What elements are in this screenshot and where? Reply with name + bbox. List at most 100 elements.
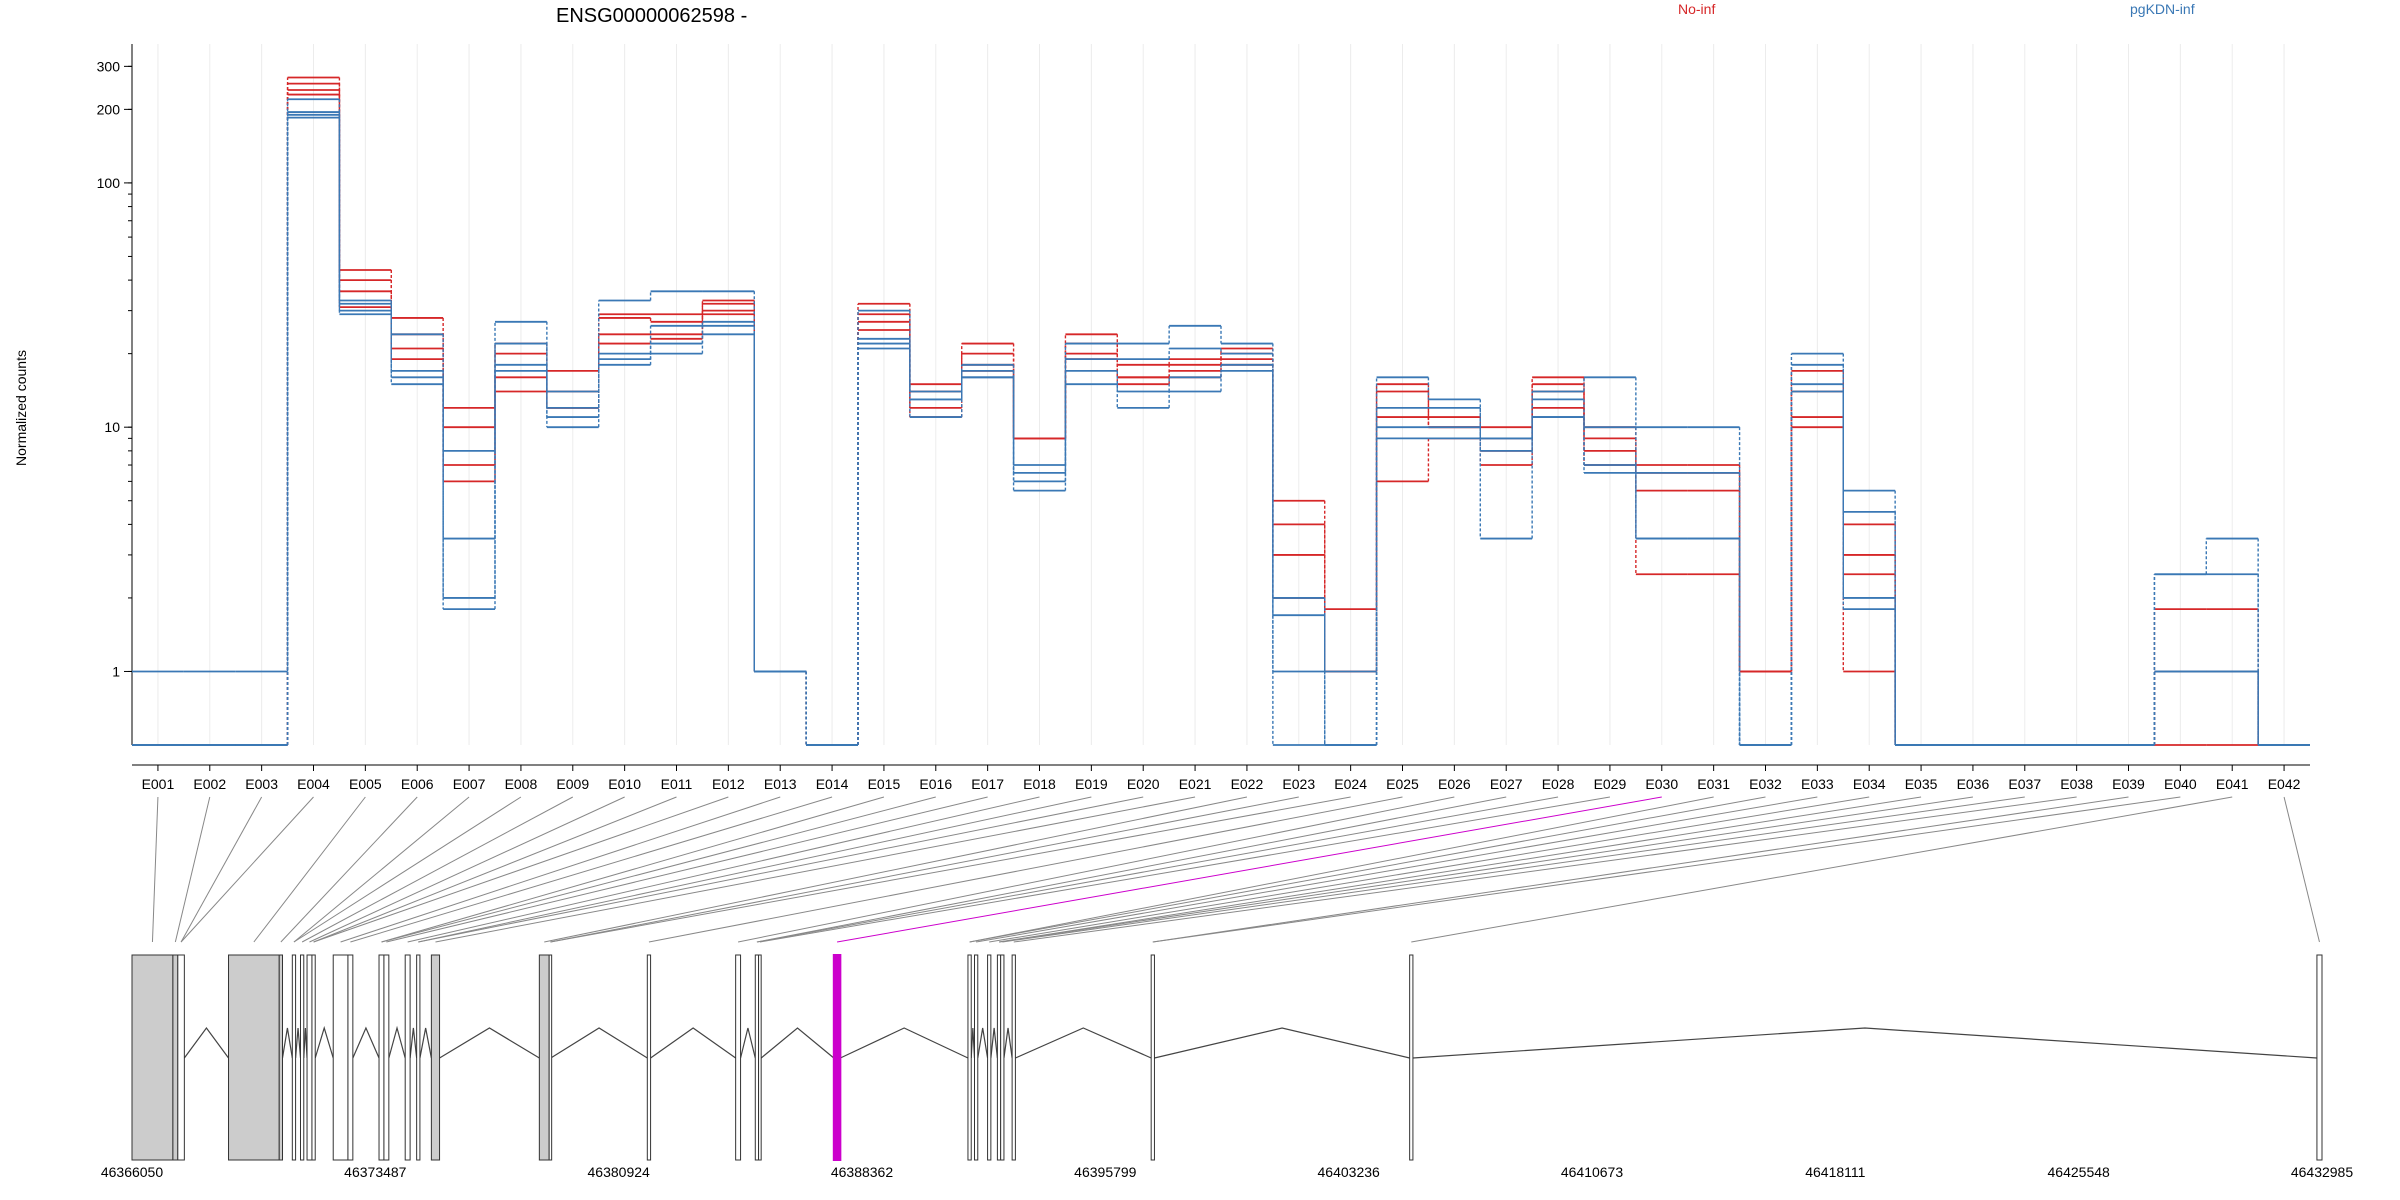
x-tick-label-E039: E039: [2112, 776, 2145, 792]
x-tick-label-E023: E023: [1282, 776, 1315, 792]
exon-box-E002: [172, 954, 179, 1161]
coord-label: 46425548: [2048, 1164, 2111, 1180]
intron-line: [314, 1025, 334, 1059]
x-tick-label-E036: E036: [1957, 776, 1990, 792]
legend-label-no-inf: No-inf: [1678, 1, 1715, 17]
intron-line: [409, 1027, 418, 1059]
connector-E021: [435, 796, 1196, 943]
connector-E001: [151, 796, 159, 943]
intron-line: [281, 1027, 293, 1059]
exon-box-E026: [987, 954, 992, 1161]
connector-E028: [756, 796, 1559, 943]
series-line-8: [132, 116, 2310, 746]
connector-E022: [544, 796, 1248, 943]
coord-label: 46373487: [344, 1164, 407, 1180]
intron-line: [1003, 1027, 1013, 1059]
intron-line: [1015, 1027, 1152, 1059]
y-tick-label: 10: [104, 419, 120, 435]
intron-line: [1412, 1027, 2317, 1059]
exon-box-E016: [430, 954, 441, 1161]
series-line-7: [132, 113, 2310, 746]
connector-E014: [350, 796, 833, 943]
coord-label: 46418111: [1805, 1164, 1865, 1180]
connector-E040: [1152, 796, 2181, 943]
connector-E033: [976, 796, 1818, 943]
exon-box-E022: [758, 954, 762, 1161]
exon-box-E011: [347, 954, 354, 1161]
connector-E038: [1013, 796, 2077, 943]
x-tick-label-E040: E040: [2164, 776, 2197, 792]
connector-E024: [550, 796, 1351, 943]
exon-box-E009: [311, 954, 316, 1161]
intron-line: [183, 1026, 230, 1059]
y-tick-label: 100: [97, 175, 121, 191]
x-tick-label-E032: E032: [1749, 776, 1782, 792]
exon-box-E010: [332, 954, 349, 1161]
x-tick-label-E015: E015: [868, 776, 901, 792]
connector-E026: [738, 796, 1455, 943]
intron-line: [352, 1026, 380, 1059]
x-tick-label-E008: E008: [505, 776, 538, 792]
chart-title: ENSG00000062598 -: [556, 5, 747, 27]
coord-label: 46410673: [1561, 1164, 1624, 1180]
x-tick-label-E026: E026: [1438, 776, 1471, 792]
exon-box-E015: [416, 954, 421, 1161]
exon-box-E018: [548, 954, 553, 1161]
coord-label: 46388362: [831, 1164, 894, 1180]
coord-label: 46432985: [2291, 1164, 2354, 1180]
intron-line: [970, 1027, 976, 1059]
intron-line: [650, 1027, 736, 1059]
plot-series: [132, 76, 2310, 746]
x-tick-label-E029: E029: [1594, 776, 1627, 792]
exon-box-E032: [2316, 954, 2323, 1161]
intron-line: [419, 1027, 432, 1059]
x-tick-label-E022: E022: [1231, 776, 1264, 792]
plot-axes: 1 10 100 200 300 E001 E002 E003 E004 E005 E006 E007…: [97, 44, 2310, 792]
exon-box-E012: [378, 954, 385, 1161]
intron-line: [294, 1027, 302, 1059]
exon-box-E020: [735, 954, 742, 1161]
connector-E042: [2283, 796, 2320, 943]
intron-line: [739, 1027, 756, 1059]
exon-box-E014: [404, 954, 411, 1161]
exon-box-E019: [646, 954, 652, 1161]
exon-box-E008: [306, 954, 313, 1161]
connector-E003: [180, 796, 263, 943]
exon-box-E005: [278, 954, 284, 1161]
coord-label: 46395799: [1074, 1164, 1137, 1180]
coord-label: 46380924: [588, 1164, 651, 1180]
exon-box-E031: [1409, 954, 1414, 1161]
y-tick-label: 1: [112, 663, 120, 679]
connector-E015: [381, 796, 885, 943]
exon-box-E025: [973, 954, 979, 1161]
exon-box-E004: [228, 954, 280, 1161]
x-tick-label-E033: E033: [1801, 776, 1834, 792]
x-tick-label-E017: E017: [971, 776, 1004, 792]
exon-box-E029: [1011, 954, 1016, 1161]
series-line-5: [132, 98, 2310, 746]
x-tick-label-E007: E007: [453, 776, 486, 792]
connector-E020: [418, 796, 1144, 943]
connector-E012: [313, 796, 729, 943]
connector-E017: [386, 796, 988, 943]
exon-box-E013: [383, 954, 390, 1161]
connector-E018: [407, 796, 1040, 943]
y-axis-label: Normalized counts: [13, 350, 29, 466]
intron-line: [388, 1025, 406, 1059]
connector-E019: [418, 796, 1092, 943]
connector-E007: [293, 796, 470, 943]
connector-E005: [253, 796, 366, 943]
exon-box-E028: [1000, 954, 1005, 1161]
x-tick-label-E013: E013: [764, 776, 797, 792]
intron-line: [1154, 1027, 1410, 1059]
series-line-6: [132, 111, 2310, 746]
connector-E023: [550, 796, 1299, 943]
plot-gridlines: [157, 44, 2285, 745]
x-tick-label-E025: E025: [1386, 776, 1419, 792]
connector-E029: [759, 796, 1611, 943]
x-tick-label-E006: E006: [401, 776, 434, 792]
x-tick-label-E014: E014: [816, 776, 849, 792]
x-tick-label-E019: E019: [1075, 776, 1108, 792]
connector-E037: [1002, 796, 2025, 943]
x-tick-label-E012: E012: [712, 776, 745, 792]
